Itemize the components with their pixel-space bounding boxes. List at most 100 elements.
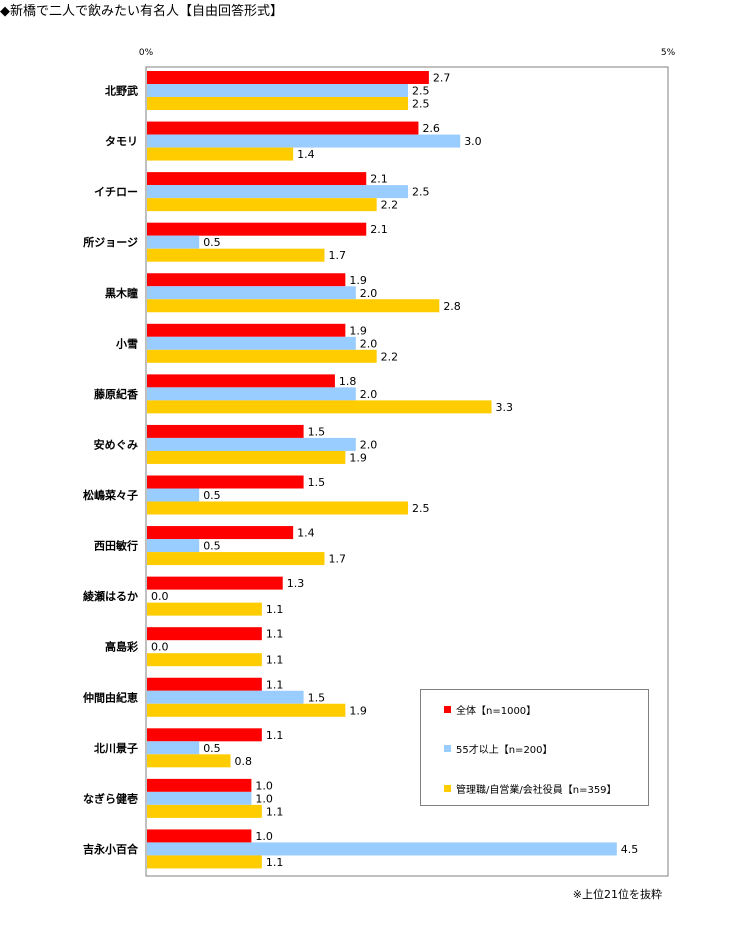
bar-overall <box>147 121 419 135</box>
bar-55plus <box>147 437 356 451</box>
footnote: ※上位21位を抜粋 <box>572 888 662 901</box>
data-label-55plus: 2.5 <box>412 85 430 98</box>
data-label-managers: 1.4 <box>297 148 315 161</box>
x-tick-label: 5% <box>661 48 676 58</box>
data-label-managers: 1.1 <box>266 654 284 667</box>
legend-label-managers: 管理職/自営業/会社役員【n=359】 <box>456 785 617 796</box>
data-label-55plus: 0.0 <box>151 641 169 654</box>
bar-overall <box>147 424 304 438</box>
legend-item-overall: 全体【n=1000】 <box>444 702 536 717</box>
bar-55plus <box>147 488 200 502</box>
bar-55plus <box>147 84 408 97</box>
bar-managers <box>147 804 262 818</box>
data-label-overall: 1.1 <box>266 628 284 641</box>
legend-item-55plus: 55才以上【n=200】 <box>444 741 553 756</box>
data-label-55plus: 2.0 <box>360 438 378 451</box>
data-label-managers: 1.1 <box>266 603 284 616</box>
bar-overall <box>147 374 335 388</box>
data-label-overall: 1.0 <box>255 779 273 792</box>
bar-overall <box>147 829 252 843</box>
data-label-55plus: 0.5 <box>203 236 221 249</box>
bar-managers <box>147 299 440 313</box>
bar-55plus <box>147 286 356 300</box>
legend-label-overall: 全体【n=1000】 <box>456 706 537 717</box>
category-label: タモリ <box>105 135 138 148</box>
bar-55plus <box>147 842 617 856</box>
bar-managers <box>147 400 492 414</box>
data-label-managers: 3.3 <box>496 401 514 414</box>
category-label: 藤原紀香 <box>94 387 139 401</box>
bar-55plus <box>147 741 200 755</box>
bar-managers <box>147 703 346 717</box>
category-label: 松嶋菜々子 <box>83 488 138 502</box>
data-label-managers: 2.2 <box>381 199 399 212</box>
data-label-overall: 1.1 <box>266 729 284 742</box>
data-label-overall: 1.1 <box>266 678 284 691</box>
bar-managers <box>147 602 262 616</box>
data-label-overall: 2.6 <box>422 122 440 135</box>
x-tick-label: 0% <box>139 48 154 58</box>
data-label-55plus: 0.5 <box>203 489 221 502</box>
bar-overall <box>147 728 262 742</box>
category-label: 綾瀬はるか <box>83 589 138 603</box>
data-label-overall: 1.5 <box>308 476 326 489</box>
bar-managers <box>147 97 408 110</box>
data-label-55plus: 0.5 <box>203 742 221 755</box>
page-title: ◆新橋で二人で飲みたい有名人【自由回答形式】 <box>0 4 283 19</box>
bar-55plus <box>147 690 304 704</box>
data-label-55plus: 4.5 <box>621 843 639 856</box>
bar-overall <box>147 778 252 792</box>
bar-managers <box>147 552 325 566</box>
data-label-55plus: 1.5 <box>308 691 326 704</box>
bar-managers <box>147 501 408 515</box>
legend: 全体【n=1000】 55才以上【n=200】 管理職/自営業/会社役員【n=3… <box>420 689 649 806</box>
category-label: なぎら健壱 <box>83 791 138 805</box>
data-label-managers: 1.7 <box>328 249 346 262</box>
bar-managers <box>147 754 231 768</box>
bar-managers <box>147 349 377 363</box>
bar-managers <box>147 653 262 667</box>
data-label-managers: 1.7 <box>328 553 346 566</box>
bar-managers <box>147 198 377 212</box>
category-label: 小雪 <box>115 336 138 350</box>
legend-item-managers: 管理職/自営業/会社役員【n=359】 <box>444 781 617 796</box>
data-label-managers: 1.1 <box>266 805 284 818</box>
plot-area <box>145 66 669 877</box>
data-label-55plus: 2.0 <box>360 287 378 300</box>
bar-overall <box>147 172 367 186</box>
bar-55plus <box>147 539 200 553</box>
bar-overall <box>147 677 262 691</box>
bar-overall <box>147 475 304 489</box>
bar-overall <box>147 222 367 236</box>
bar-overall <box>147 576 283 590</box>
data-label-managers: 2.2 <box>381 350 399 363</box>
bar-managers <box>147 147 294 161</box>
category-label: イチロー <box>94 186 138 199</box>
category-label: 高島彩 <box>105 640 138 654</box>
data-label-55plus: 0.0 <box>151 590 169 603</box>
bar-55plus <box>147 235 200 249</box>
legend-label-55plus: 55才以上【n=200】 <box>456 745 553 756</box>
data-label-55plus: 0.5 <box>203 540 221 553</box>
bar-55plus <box>147 791 252 805</box>
bar-55plus <box>147 134 461 148</box>
bar-managers <box>147 248 325 262</box>
bar-overall <box>147 273 346 287</box>
category-label: 仲間由紀恵 <box>83 690 138 704</box>
category-label: 西田敏行 <box>94 539 138 553</box>
bar-overall <box>147 71 429 84</box>
data-label-managers: 2.8 <box>443 300 461 313</box>
data-label-overall: 2.1 <box>370 223 388 236</box>
data-label-overall: 1.8 <box>339 375 357 388</box>
data-label-overall: 2.1 <box>370 173 388 186</box>
data-label-overall: 1.0 <box>255 830 273 843</box>
data-label-overall: 1.4 <box>297 527 315 540</box>
data-label-overall: 2.7 <box>433 72 451 85</box>
data-label-overall: 1.5 <box>308 425 326 438</box>
category-label: 吉永小百合 <box>83 842 139 856</box>
bar-managers <box>147 450 346 464</box>
data-label-55plus: 2.5 <box>412 186 430 199</box>
bar-55plus <box>147 387 356 401</box>
category-label: 北野武 <box>105 84 138 98</box>
data-label-55plus: 2.0 <box>360 337 378 350</box>
